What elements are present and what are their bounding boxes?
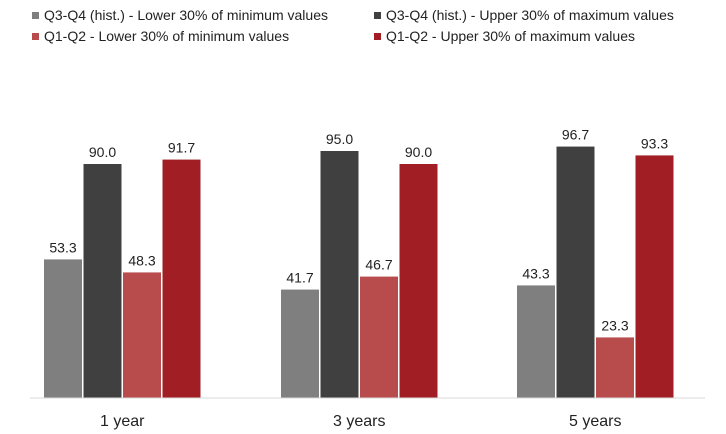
legend-label-hist-lower: Q3-Q4 (hist.) - Lower 30% of minimum val… xyxy=(44,7,328,23)
value-label-1-1: 53.3 xyxy=(49,239,76,255)
bar-1-1 xyxy=(44,259,82,398)
legend-label-q1q2-lower: Q1-Q2 - Lower 30% of minimum values xyxy=(44,28,290,44)
value-label-2-2: 95.0 xyxy=(326,131,353,147)
legend-item-hist-upper: Q3-Q4 (hist.) - Upper 30% of maximum val… xyxy=(374,6,674,24)
bars-group xyxy=(44,146,674,398)
bar-3-3 xyxy=(596,337,634,398)
value-label-2-4: 90.0 xyxy=(405,144,432,160)
bar-1-3 xyxy=(123,272,161,398)
legend-item-q1q2-upper: Q1-Q2 - Upper 30% of maximum values xyxy=(374,27,635,45)
legend-label-q1q2-upper: Q1-Q2 - Upper 30% of maximum values xyxy=(386,28,635,44)
category-label-1: 1 year xyxy=(100,413,145,430)
value-label-2-3: 46.7 xyxy=(365,257,392,273)
legend-item-hist-lower: Q3-Q4 (hist.) - Lower 30% of minimum val… xyxy=(32,6,328,24)
value-label-3-4: 93.3 xyxy=(641,135,668,151)
legend-label-hist-upper: Q3-Q4 (hist.) - Upper 30% of maximum val… xyxy=(386,7,674,23)
value-label-1-2: 90.0 xyxy=(89,144,116,160)
legend-swatch-q1q2-upper xyxy=(374,33,381,40)
value-label-2-1: 41.7 xyxy=(286,270,313,286)
value-label-1-3: 48.3 xyxy=(128,252,155,268)
bar-3-2 xyxy=(556,146,595,398)
bar-2-1 xyxy=(281,289,319,398)
bar-3-1 xyxy=(517,285,555,398)
value-label-3-1: 43.3 xyxy=(522,265,549,281)
value-label-3-3: 23.3 xyxy=(601,317,628,333)
category-label-3: 5 years xyxy=(569,413,621,430)
legend-swatch-q1q2-lower xyxy=(32,33,39,40)
category-labels-group: 1 year 3 years 5 years xyxy=(100,413,621,430)
value-labels-group: 53.3 90.0 48.3 91.7 41.7 95.0 46.7 90.0 43.3 96.7… xyxy=(49,127,668,334)
bar-2-4 xyxy=(399,164,438,398)
value-label-3-2: 96.7 xyxy=(562,127,589,143)
bar-1-4 xyxy=(162,159,201,398)
bar-2-2 xyxy=(320,151,359,398)
bar-3-4 xyxy=(635,155,674,398)
category-label-2: 3 years xyxy=(333,413,385,430)
bar-2-3 xyxy=(360,276,398,398)
legend-swatch-hist-upper xyxy=(374,12,381,19)
legend-item-q1q2-lower: Q1-Q2 - Lower 30% of minimum values xyxy=(32,27,289,45)
value-label-1-4: 91.7 xyxy=(168,140,195,156)
bar-1-2 xyxy=(83,164,122,398)
legend-swatch-hist-lower xyxy=(32,12,39,19)
